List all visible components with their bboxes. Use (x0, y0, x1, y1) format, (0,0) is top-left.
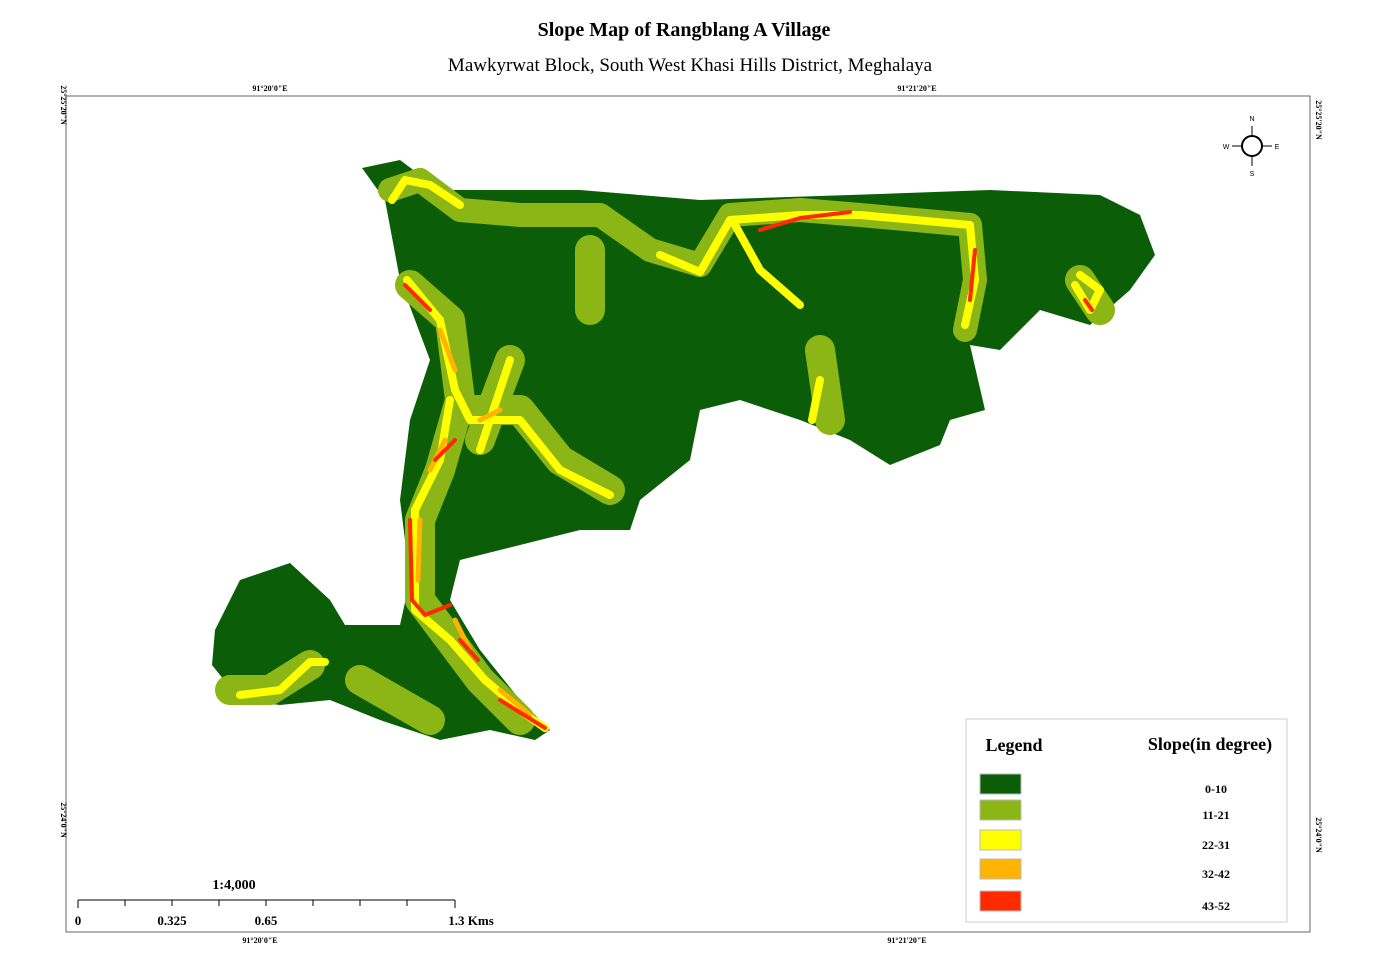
map-frame (65, 95, 1311, 933)
coord-label: 25°25'20"N (59, 85, 68, 125)
slope-zone (403, 210, 1094, 730)
coord-label: 91°21'20"E (897, 84, 936, 93)
legend-title: Legend (985, 735, 1042, 755)
scale-label: 0.65 (255, 913, 278, 928)
legend: Legend Slope(in degree) 0-10 11-21 22-31 32… (965, 718, 1288, 923)
coord-label: 91°21'20"E (887, 936, 926, 945)
legend-label: 43-52 (1202, 899, 1230, 913)
village-map (212, 160, 1155, 740)
scale-bar: 1:4,000 0 0.325 0.65 1.3 Kms (75, 878, 494, 928)
scale-label: 0 (75, 913, 82, 928)
subtitle: Mawkyrwat Block, South West Khasi Hills … (448, 55, 933, 76)
slope-zone (212, 160, 1155, 740)
legend-swatch (979, 773, 1022, 795)
legend-swatch (979, 799, 1022, 821)
legend-label: 32-42 (1202, 867, 1230, 881)
legend-swatch (979, 858, 1022, 880)
scale-label: 0.325 (157, 913, 187, 928)
compass-label: S (1250, 171, 1255, 178)
legend-label: 11-21 (1202, 808, 1229, 822)
legend-label: 0-10 (1205, 782, 1227, 796)
coord-label: 91°20'0"E (252, 84, 287, 93)
compass-label: W (1223, 144, 1230, 151)
coord-label: 91°20'0"E (242, 936, 277, 945)
compass-label: E (1275, 144, 1280, 151)
title: Slope Map of Rangblang A Village (538, 19, 831, 41)
north-arrow: N E S W (1223, 116, 1280, 178)
legend-swatch (979, 890, 1022, 912)
legend-heading: Slope(in degree) (1148, 734, 1272, 755)
coord-label: 25°24'0"N (1314, 817, 1323, 853)
legend-swatch (979, 829, 1022, 851)
scale-label: 1.3 Kms (448, 913, 494, 928)
coord-label: 25°25'20"N (1314, 100, 1323, 140)
compass-label: N (1249, 116, 1254, 123)
coord-label: 25°24'0"N (59, 802, 68, 838)
scale-ratio: 1:4,000 (212, 878, 255, 893)
legend-label: 22-31 (1202, 838, 1230, 852)
